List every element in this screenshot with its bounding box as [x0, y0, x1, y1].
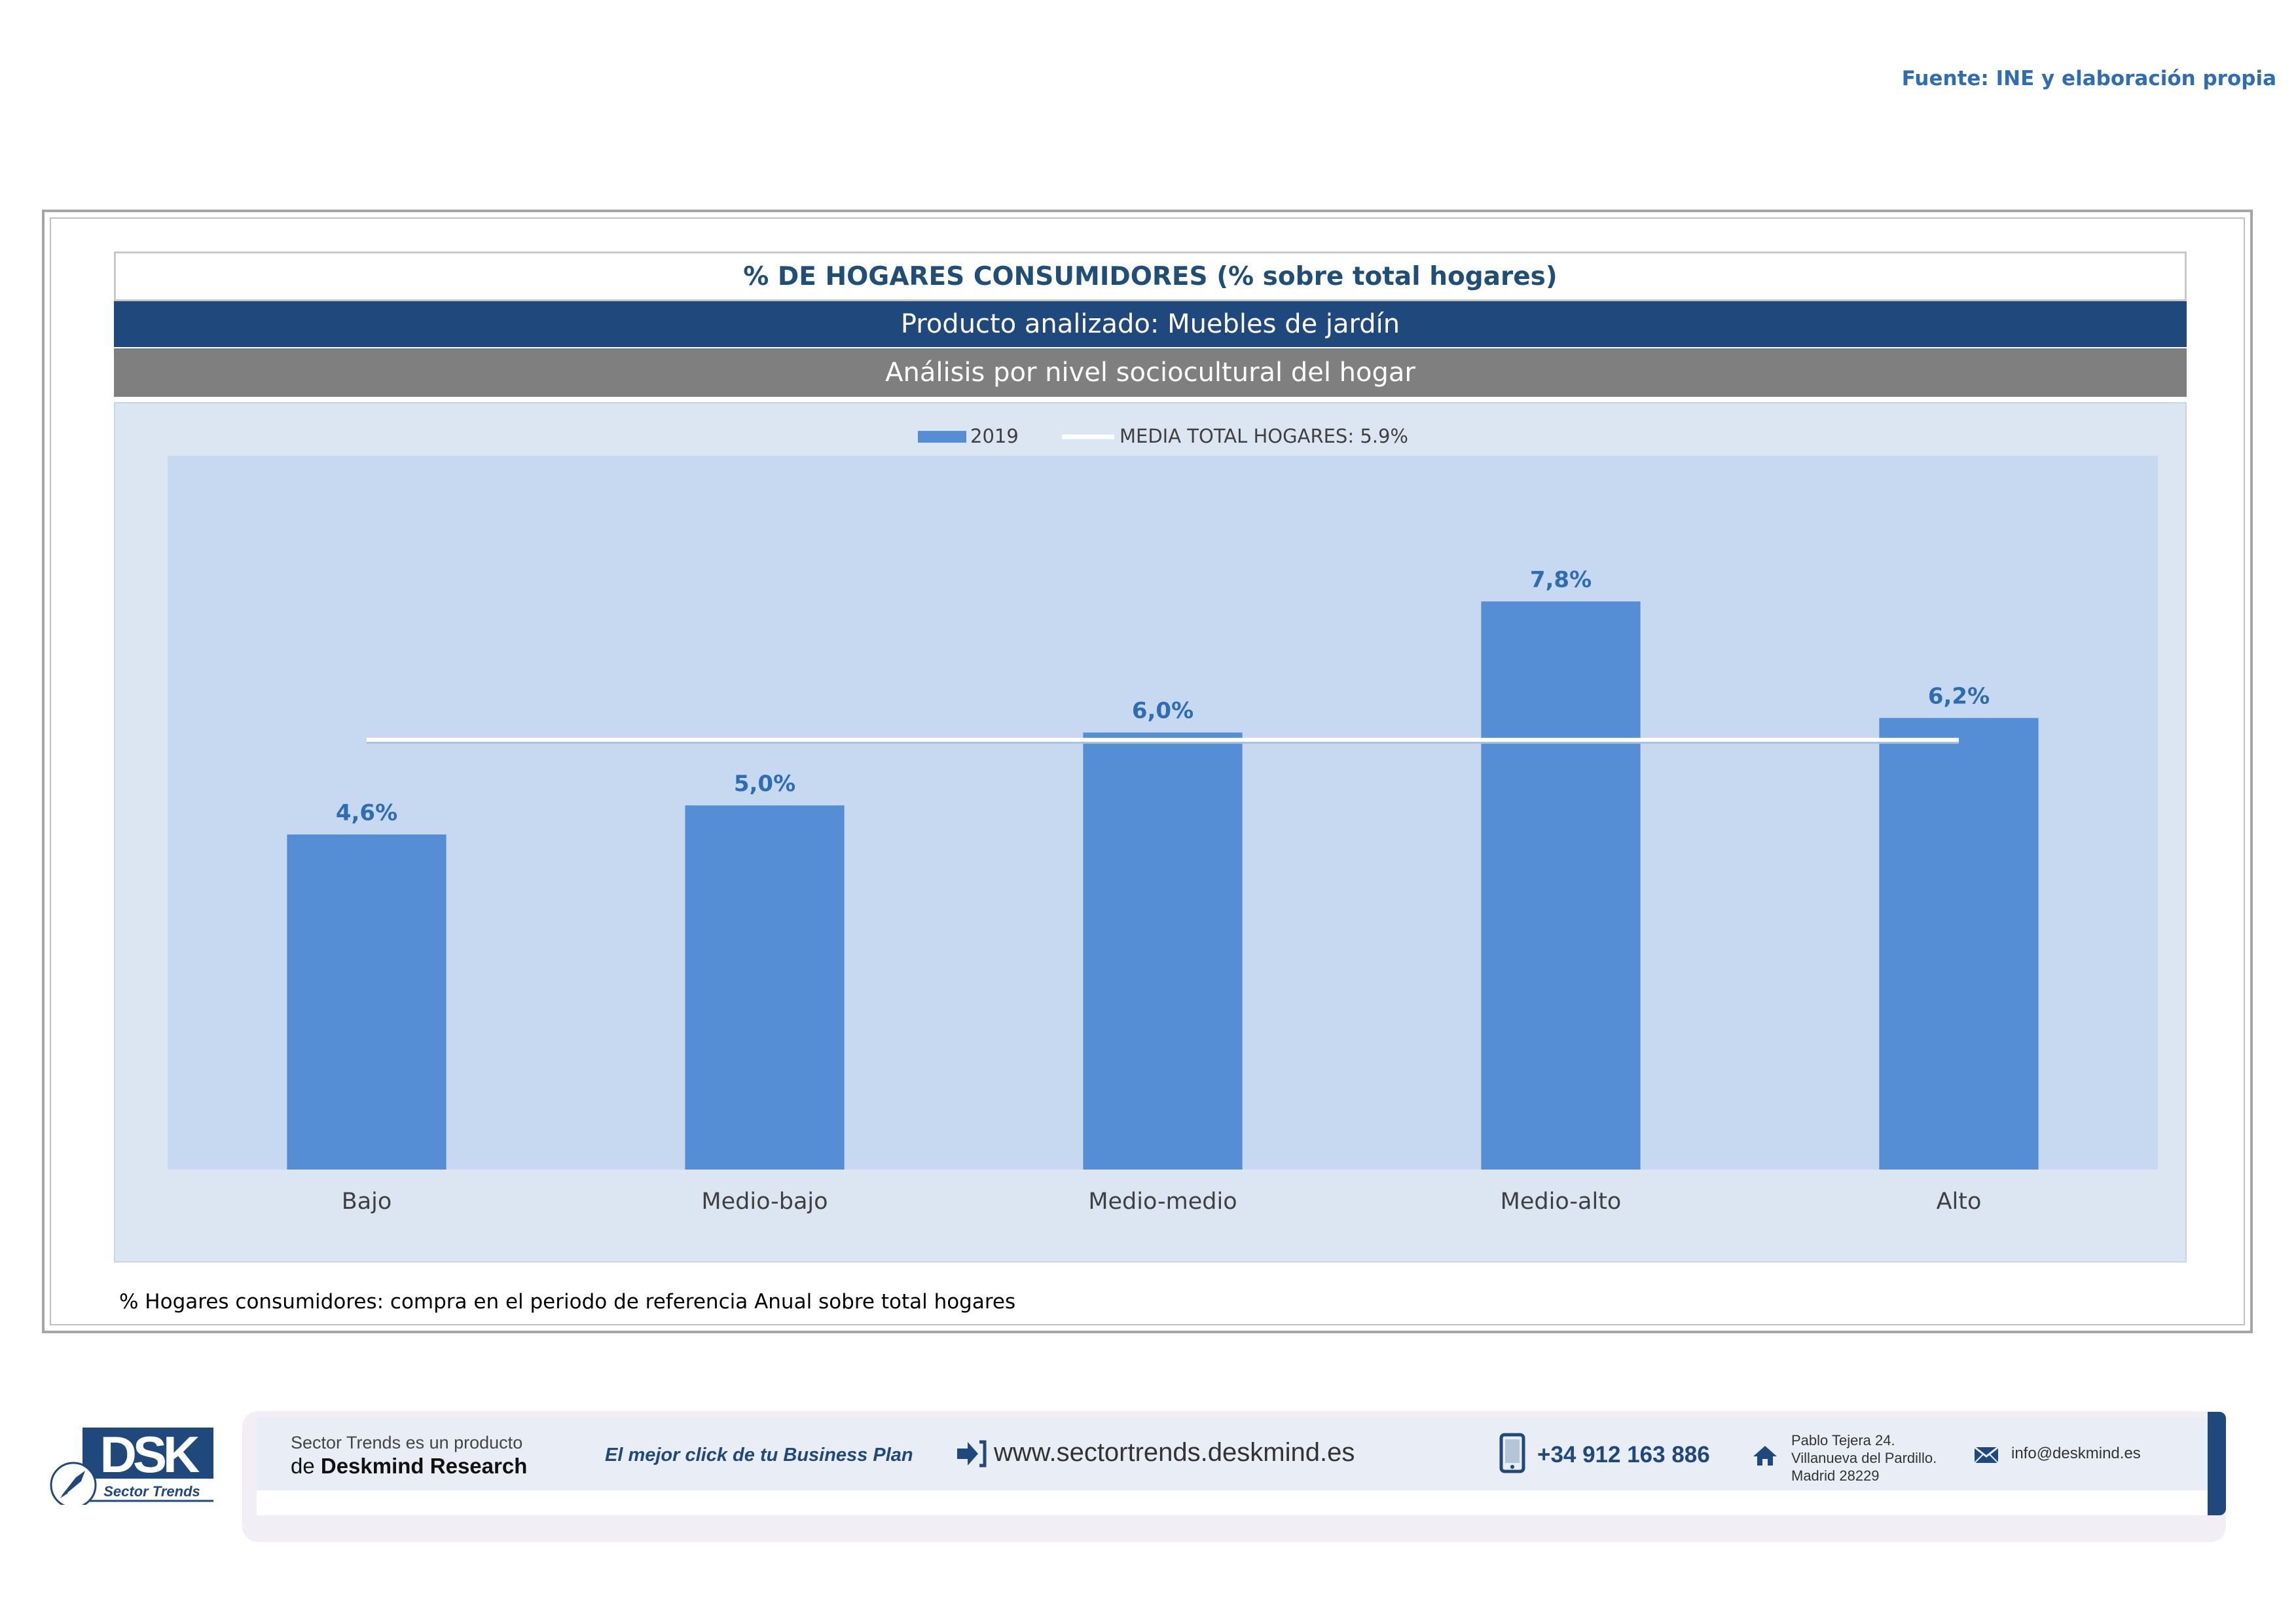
- footer-band: [257, 1418, 2208, 1490]
- address-line2: Villanueva del Pardillo.: [1791, 1450, 1937, 1466]
- footer-accent: [2208, 1412, 2226, 1515]
- footer-address: Pablo Tejera 24. Villanueva del Pardillo…: [1791, 1431, 1937, 1485]
- x-tick-label: Bajo: [342, 1189, 392, 1215]
- x-tick-label: Medio-alto: [1501, 1189, 1622, 1215]
- legend-label-average: MEDIA TOTAL HOGARES: 5.9%: [1120, 425, 1408, 447]
- mail-icon: [1974, 1446, 1999, 1464]
- address-line3: Madrid 28229: [1791, 1467, 1880, 1484]
- source-note: Fuente: INE y elaboración propia: [1901, 67, 2276, 90]
- bar-medio-medio: [1083, 732, 1243, 1170]
- data-label: 5,0%: [734, 771, 795, 797]
- data-label: 7,8%: [1530, 566, 1592, 593]
- report-frame-inner: [50, 217, 2245, 1325]
- dsk-logo: DSK Sector Trends: [50, 1426, 213, 1505]
- x-tick-label: Alto: [1937, 1189, 1982, 1215]
- footer-website-link[interactable]: www.sectortrends.deskmind.es: [994, 1438, 1355, 1467]
- home-icon: [1753, 1446, 1777, 1466]
- product-banner: Producto analizado: Muebles de jardín: [114, 301, 2187, 347]
- analysis-banner: Análisis por nivel sociocultural del hog…: [114, 348, 2187, 397]
- footnote: % Hogares consumidores: compra en el per…: [119, 1290, 1016, 1314]
- legend-label-2019: 2019: [970, 425, 1019, 447]
- footer-product-line2: de Deskmind Research: [291, 1454, 527, 1479]
- phone-icon: [1499, 1433, 1525, 1473]
- link-arrow-icon: [957, 1440, 987, 1467]
- bar-alto: [1879, 718, 2039, 1170]
- data-label: 6,0%: [1132, 698, 1194, 724]
- bar-medio-alto: [1481, 601, 1641, 1170]
- logo-text: DSK: [100, 1426, 200, 1483]
- data-label: 4,6%: [336, 800, 397, 826]
- footer-phone[interactable]: +34 912 163 886: [1537, 1442, 1710, 1467]
- report-frame: [42, 210, 2253, 1333]
- chart-title: % DE HOGARES CONSUMIDORES (% sobre total…: [114, 251, 2187, 301]
- address-line1: Pablo Tejera 24.: [1791, 1432, 1895, 1449]
- bar-chart: 4,6% Bajo 5,0% Medio-bajo 6,0% Medio-medio 7,8…: [168, 425, 2158, 1215]
- footer-email[interactable]: info@deskmind.es: [2011, 1445, 2141, 1462]
- legend-swatch-2019: [918, 431, 966, 443]
- x-tick-label: Medio-bajo: [701, 1189, 828, 1215]
- x-tick-label: Medio-medio: [1088, 1189, 1237, 1215]
- bar-bajo: [287, 834, 446, 1170]
- footer-product-prefix: de: [291, 1454, 321, 1478]
- footer-slogan: El mejor click de tu Business Plan: [605, 1445, 913, 1466]
- logo-subtitle: Sector Trends: [103, 1483, 200, 1500]
- footer-product-line1: Sector Trends es un producto: [291, 1433, 523, 1452]
- bar-medio-bajo: [685, 805, 845, 1170]
- footer-brand: Deskmind Research: [320, 1454, 528, 1478]
- data-label: 6,2%: [1928, 683, 1990, 709]
- footer-band-bottom: [257, 1490, 2208, 1515]
- chart-container: 4,6% Bajo 5,0% Medio-bajo 6,0% Medio-medio 7,8…: [114, 402, 2187, 1263]
